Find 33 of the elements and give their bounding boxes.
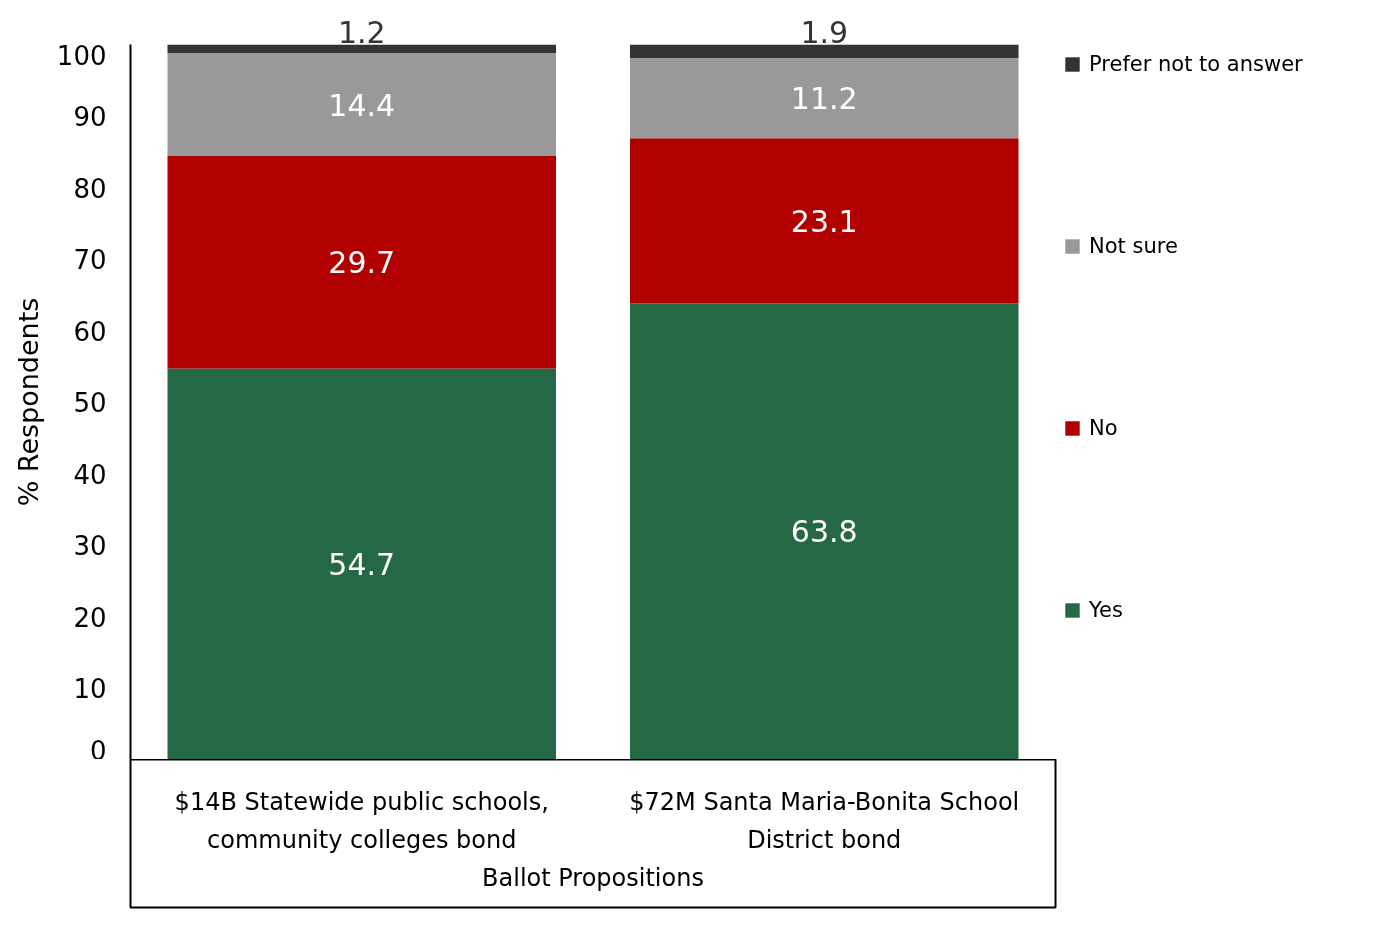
y-tick-label: 70 — [73, 245, 107, 275]
legend-label: Yes — [1089, 598, 1123, 622]
legend-label: Not sure — [1089, 234, 1178, 258]
y-tick-label: 20 — [73, 602, 107, 633]
x-tick-label: $14B Statewide public schools, community colleges bond — [174, 787, 549, 854]
data-label: 29.7 — [328, 245, 396, 281]
y-tick-label: 60 — [73, 316, 107, 347]
x-axis-title: Ballot Propositions — [482, 863, 704, 892]
legend-label: Prefer not to answer — [1089, 52, 1303, 76]
y-tick-label: 80 — [73, 173, 107, 204]
legend-label: No — [1089, 416, 1118, 440]
y-tick-label: 40 — [73, 459, 107, 490]
data-label: 1.9 — [800, 14, 849, 50]
x-tick-label: $72M Santa Maria-Bonita School District bond — [629, 787, 1020, 854]
bar — [630, 44, 1019, 59]
data-label: 63.8 — [790, 514, 858, 550]
bar — [630, 138, 1019, 304]
data-label: 14.4 — [328, 87, 396, 123]
bar — [630, 58, 1019, 139]
bar — [167, 156, 556, 369]
data-label: 11.2 — [790, 81, 858, 117]
data-label: 23.1 — [790, 203, 858, 239]
data-label: 1.2 — [337, 14, 386, 50]
bar — [167, 53, 556, 157]
y-tick-label: 50 — [73, 388, 107, 418]
bar — [167, 44, 556, 54]
y-tick-label: 10 — [73, 674, 107, 704]
y-tick-label: 30 — [73, 531, 107, 561]
y-axis-title: % Respondents — [12, 297, 44, 507]
y-tick-label: 90 — [73, 102, 107, 132]
y-tick-label: 0 — [89, 735, 107, 766]
y-tick-label: 100 — [56, 40, 107, 71]
data-label: 54.7 — [328, 546, 396, 582]
